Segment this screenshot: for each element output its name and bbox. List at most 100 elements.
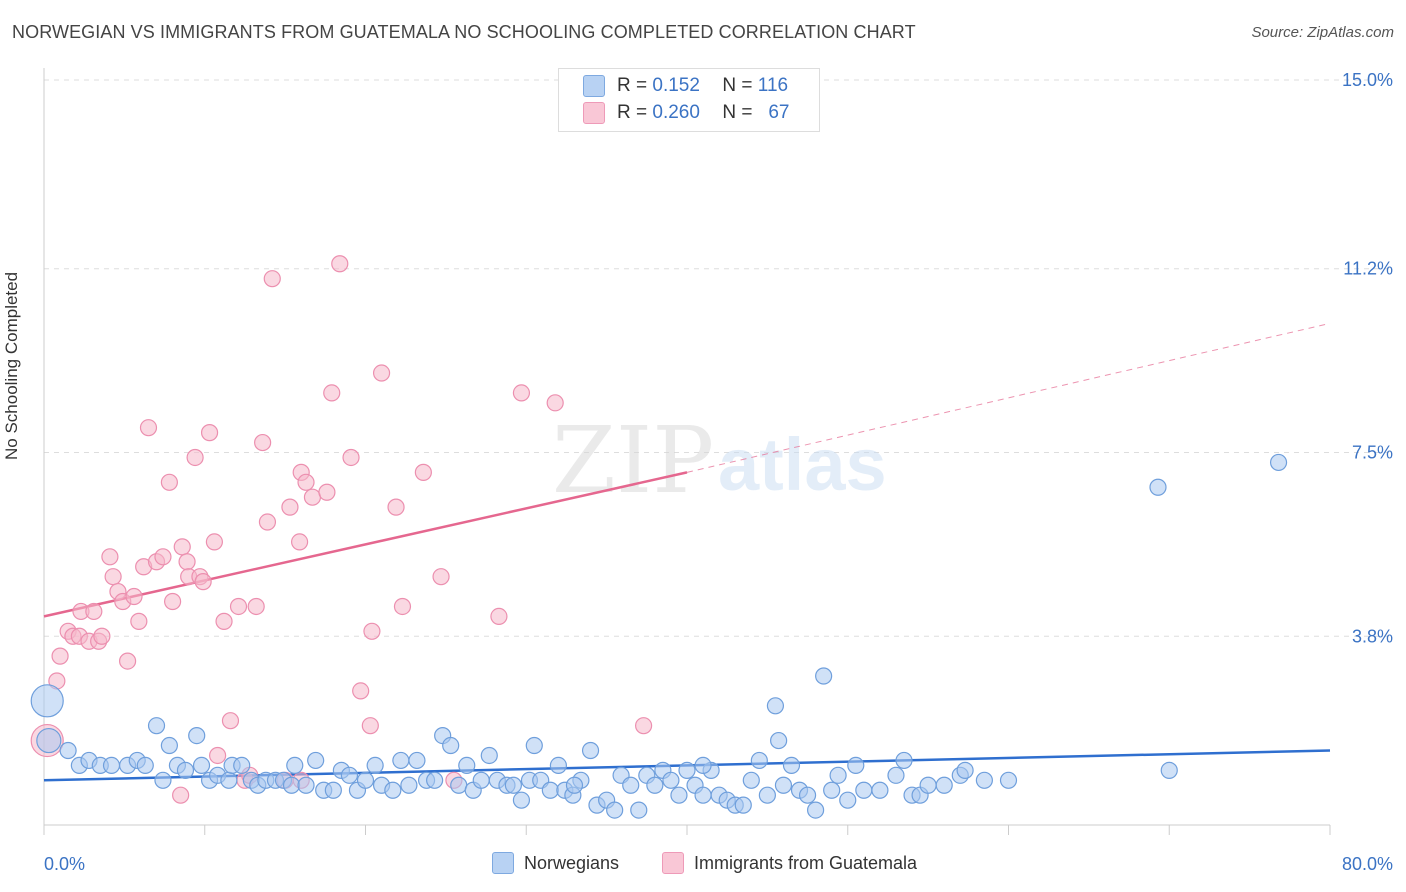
norwegians-point — [472, 771, 490, 789]
norwegians-point — [400, 776, 418, 794]
norwegians-point — [512, 791, 531, 809]
legend-r-value: 0.152 — [652, 75, 700, 96]
guatemala-point — [125, 587, 143, 606]
norwegians-point — [565, 776, 584, 794]
norwegians-point — [750, 751, 768, 770]
norwegians-point — [956, 761, 974, 779]
norwegians-point — [297, 776, 315, 794]
norwegians-point — [935, 776, 953, 794]
source-label: Source: ZipAtlas.com — [1251, 24, 1394, 41]
norwegians-point — [630, 801, 648, 819]
guatemala-point — [154, 548, 172, 566]
norwegians-point — [340, 766, 359, 784]
norwegians-point — [806, 801, 825, 819]
norwegians-point — [670, 786, 688, 804]
guatemala-point — [254, 433, 272, 452]
guatemala-point — [194, 573, 212, 591]
guatemala-point — [634, 717, 653, 735]
legend-swatch-pink — [583, 102, 605, 124]
guatemala-point — [342, 448, 360, 467]
norwegians-point — [30, 684, 64, 718]
x-tick-label-max: 80.0% — [1342, 854, 1393, 874]
norwegians-point — [758, 786, 776, 804]
norwegians-point — [392, 751, 410, 770]
norwegians-point — [694, 756, 712, 775]
legend-r-value: 0.260 — [652, 102, 700, 123]
norwegians-point — [823, 781, 841, 799]
guatemala-point — [200, 424, 219, 442]
guatemala-point — [361, 717, 379, 735]
guatemala-point — [178, 553, 196, 571]
guatemala-point — [323, 384, 341, 402]
guatemala-point — [51, 647, 69, 665]
guatemala-trend-line-extension — [686, 322, 1331, 473]
legend-n-label: N = — [722, 75, 753, 96]
norwegians-point — [102, 756, 121, 775]
bottom-legend-guatemala: Immigrants from Guatemala — [662, 852, 917, 874]
norwegians-point — [782, 756, 801, 775]
norwegians-point — [220, 771, 238, 789]
x-tick-label-min: 0.0% — [44, 854, 85, 874]
y-tick-label: 15.0% — [1342, 70, 1393, 90]
guatemala-point — [393, 597, 412, 616]
guatemala-point — [263, 270, 281, 288]
guatemala-point — [85, 602, 103, 621]
bottom-legend-swatch-pink — [662, 852, 684, 874]
norwegians-point — [286, 756, 304, 775]
norwegians-point — [188, 726, 206, 745]
norwegians-point — [774, 776, 793, 794]
norwegians-point — [366, 756, 384, 775]
guatemala-point — [173, 538, 191, 556]
legend-n-label: N = — [722, 102, 753, 123]
y-tick-label: 11.2% — [1343, 259, 1393, 279]
guatemala-point — [229, 597, 248, 616]
norwegians-point — [282, 776, 301, 794]
norwegians-point — [887, 766, 905, 784]
guatemala-point — [490, 607, 508, 626]
correlation-legend: R = 0.152 N = 116 R = 0.260 N = 67 — [558, 68, 820, 132]
guatemala-point — [101, 548, 119, 566]
series-guatemala-points — [30, 255, 653, 804]
grid-lines — [44, 79, 1392, 637]
norwegians-point — [1269, 453, 1288, 472]
norwegians-point — [154, 771, 172, 789]
norwegians-point — [147, 717, 166, 735]
guatemala-point — [331, 255, 349, 273]
guatemala-point — [432, 568, 450, 586]
guatemala-point — [139, 419, 158, 437]
norwegians-point — [847, 756, 865, 775]
guatemala-point — [546, 394, 564, 412]
norwegians-point — [770, 731, 788, 750]
norwegians-point — [233, 756, 251, 775]
series-norwegians-points — [30, 453, 1288, 819]
guatemala-point — [512, 384, 531, 402]
norwegians-point — [662, 771, 680, 789]
guatemala-point — [209, 746, 227, 765]
guatemala-point — [172, 786, 190, 804]
norwegians-point — [895, 751, 913, 770]
guatemala-point — [164, 592, 182, 611]
guatemala-point — [104, 568, 122, 586]
legend-row-norwegians: R = 0.152 N = 116 — [583, 74, 788, 98]
guatemala-point — [290, 533, 309, 551]
guatemala-point — [352, 682, 370, 700]
legend-swatch-blue — [583, 75, 605, 97]
guatemala-point — [118, 652, 137, 670]
norwegians-point — [160, 736, 178, 755]
guatemala-point — [303, 488, 322, 506]
bottom-legend-norwegians: Norwegians — [492, 852, 619, 874]
norwegians-point — [1149, 478, 1167, 496]
legend-n-value: 67 — [768, 102, 790, 123]
guatemala-point — [247, 597, 265, 616]
legend-r-label: R = — [617, 75, 648, 96]
norwegians-point — [450, 776, 468, 794]
legend-row-guatemala: R = 0.260 N = 67 — [583, 101, 789, 125]
norwegians-point — [855, 781, 873, 799]
norwegians-point — [678, 761, 696, 779]
norwegians-point — [975, 771, 993, 789]
norwegians-point — [36, 727, 62, 754]
watermark: ZIP atlas — [552, 407, 887, 514]
guatemala-trend-line — [43, 471, 688, 618]
guatemala-point — [205, 533, 223, 551]
